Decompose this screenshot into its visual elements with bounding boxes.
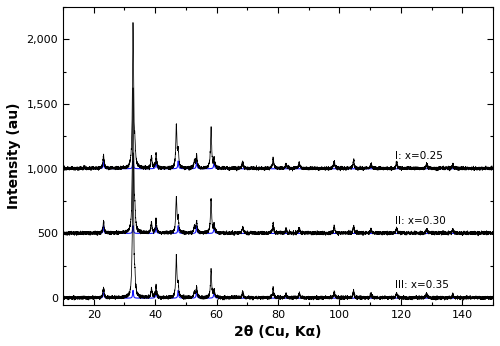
Text: II: x=0.30: II: x=0.30: [395, 216, 446, 226]
Y-axis label: Intensity (au): Intensity (au): [7, 102, 21, 209]
Text: III: x=0.35: III: x=0.35: [395, 280, 448, 290]
X-axis label: 2θ (Cu, Kα): 2θ (Cu, Kα): [234, 325, 322, 339]
Text: I: x=0.25: I: x=0.25: [395, 151, 442, 161]
